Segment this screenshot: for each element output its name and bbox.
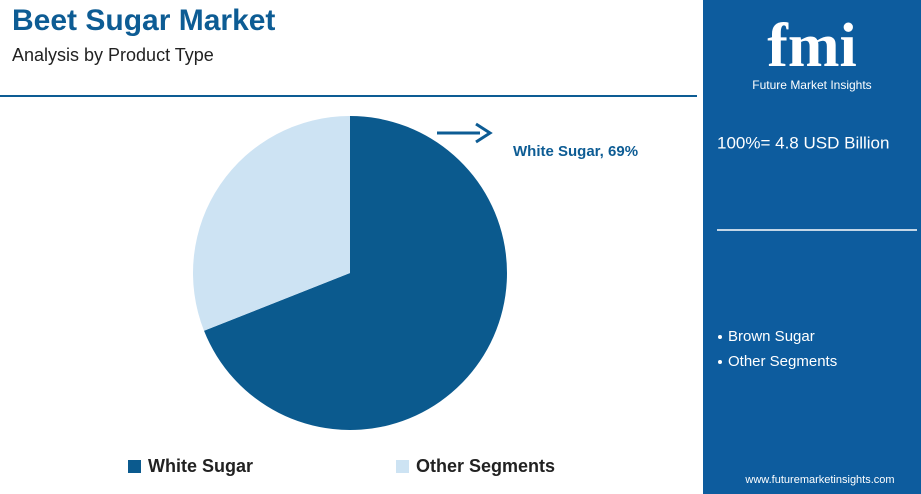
chart-title: Beet Sugar Market — [12, 4, 275, 37]
legend-swatch — [128, 460, 141, 473]
pie-slice — [204, 116, 507, 430]
total: 100%= 4.8 USD Billion — [717, 133, 889, 152]
legend-label: White Sugar — [148, 456, 253, 476]
bullet — [718, 360, 722, 364]
legend-swatch — [396, 460, 409, 473]
pie — [193, 116, 507, 430]
legend: White Sugar Other Segments — [128, 456, 555, 476]
arrow-head — [475, 122, 493, 144]
legend-label: Other Segments — [416, 456, 555, 476]
data-label: White Sugar, 69% — [513, 143, 638, 160]
pie-slice — [193, 116, 350, 331]
logo: fmi — [767, 12, 857, 80]
brand: Future Market Insights — [752, 78, 871, 92]
segment-item: Brown Sugar — [728, 328, 815, 345]
side-panel — [703, 0, 921, 494]
segment-item: Other Segments — [728, 353, 837, 370]
chart-subtitle: Analysis by Product Type — [12, 45, 214, 65]
bullet — [718, 335, 722, 339]
website: www.futuremarketinsights.com — [744, 474, 894, 486]
